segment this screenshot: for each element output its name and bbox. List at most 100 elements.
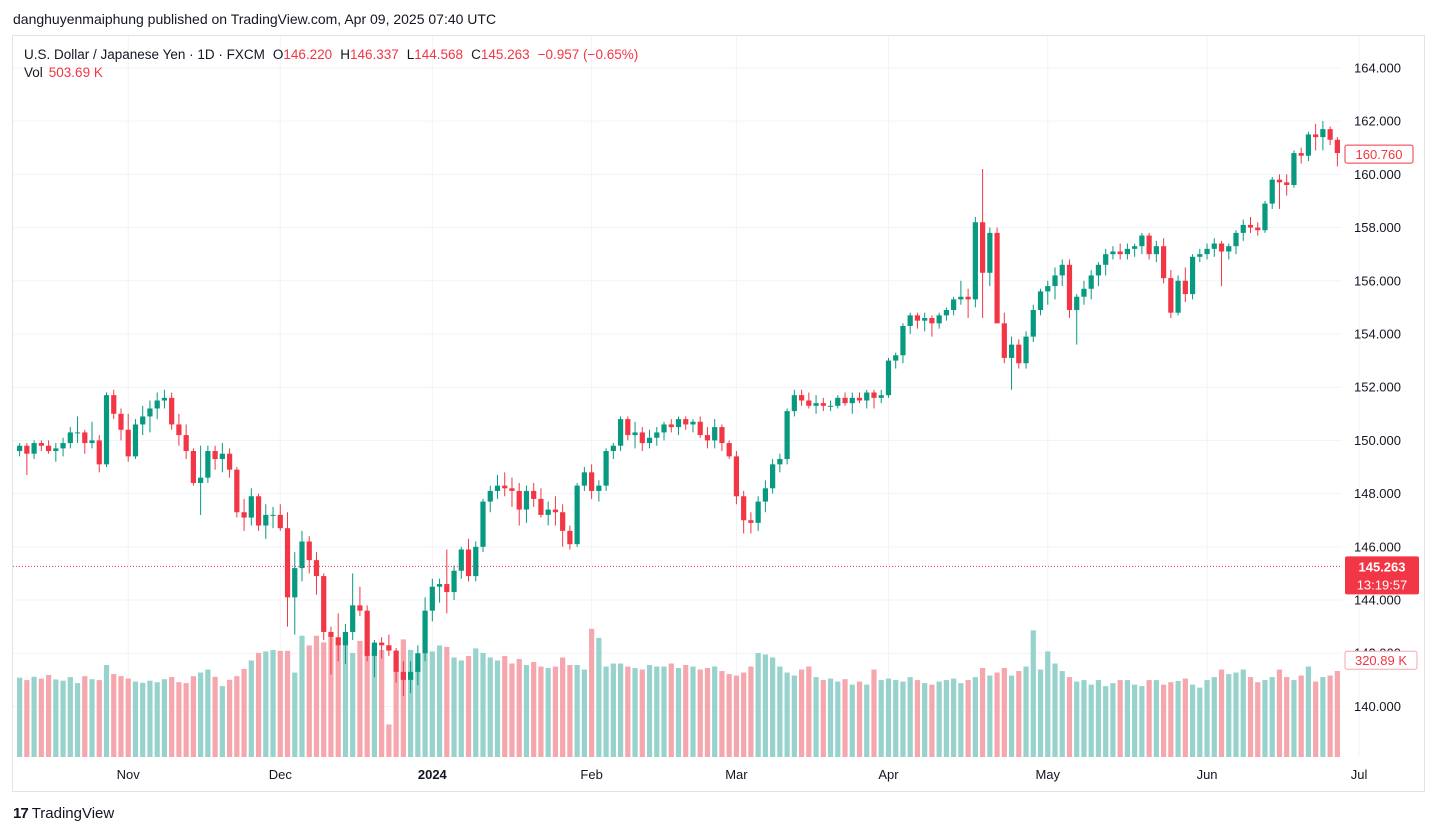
candle-body <box>140 416 146 425</box>
volume-bar <box>451 657 457 757</box>
volume-bar <box>183 683 189 757</box>
volume-value: 503.69 K <box>48 65 103 80</box>
candle-body <box>552 509 559 513</box>
symbol-title[interactable]: U.S. Dollar / Japanese Yen · 1D · FXCM <box>24 47 265 62</box>
candle-body <box>38 443 44 446</box>
chart-frame <box>12 35 1425 792</box>
candle-body <box>241 512 247 518</box>
candle-body <box>350 605 356 632</box>
candle-body <box>885 360 892 396</box>
price-axis: 164.000 162.000 160.000 158.000 156.000 154.0… <box>1354 60 1401 714</box>
volume-bar <box>516 658 522 757</box>
volume-bar <box>1175 680 1181 757</box>
candle-body <box>1052 275 1058 287</box>
volume-marker <box>1344 650 1418 670</box>
volume-bar <box>176 682 182 757</box>
price-tick-label: 154.000 <box>1354 326 1401 341</box>
volume-bar <box>704 668 711 757</box>
candle-body <box>212 451 218 460</box>
candle-body <box>1059 264 1065 276</box>
volume-bar <box>335 642 341 757</box>
last-price-marker <box>1345 556 1419 595</box>
tradingview-brand[interactable]: 17 TradingView <box>13 805 114 822</box>
volume-bar <box>914 680 921 757</box>
volume-bar <box>1023 666 1029 757</box>
candle-body <box>125 429 131 457</box>
volume-bar <box>1037 669 1044 757</box>
volume-bar <box>661 666 667 757</box>
candle-body <box>74 432 81 434</box>
candle-body <box>415 653 421 672</box>
candle-body <box>987 232 993 273</box>
volume-bar <box>1161 684 1167 757</box>
volume-bar <box>169 677 175 757</box>
candle-body <box>567 530 573 545</box>
candle-body <box>589 472 595 491</box>
volume-bar <box>1045 651 1051 757</box>
volume-bar <box>111 674 117 757</box>
price-tick-label: 144.000 <box>1354 593 1401 608</box>
volume-bar <box>813 677 819 757</box>
candle-body <box>198 477 204 483</box>
candle-body <box>842 397 848 404</box>
volume-bar <box>654 666 660 757</box>
candle-body <box>726 443 732 457</box>
volume-bar <box>226 679 233 757</box>
publisher-line: danghuyenmaiphung published on TradingVi… <box>13 11 497 27</box>
candle-body <box>806 400 812 406</box>
candle-body <box>1023 336 1029 364</box>
candle-body <box>407 671 414 680</box>
volume-bar <box>248 660 254 757</box>
candle-body <box>1110 251 1116 255</box>
volume-bar <box>494 660 501 757</box>
volume-bar <box>132 681 139 757</box>
candle-body <box>1189 256 1196 295</box>
candles <box>17 121 1340 696</box>
time-axis: Nov Dec 2024 Feb Mar Apr May Jun Jul <box>117 767 1368 782</box>
candle-body <box>96 440 102 465</box>
candle-body <box>1045 286 1051 292</box>
volume-bar <box>1081 680 1087 757</box>
candle-body <box>958 296 964 300</box>
volume-bar <box>733 675 740 757</box>
volume-bar <box>89 679 95 757</box>
volume-marker-label: 320.89 K <box>1355 653 1407 668</box>
volume-bar <box>407 649 414 757</box>
volume-label[interactable]: Vol <box>24 65 43 80</box>
candle-body <box>364 610 370 656</box>
candle-body <box>1175 280 1181 313</box>
volume-bar <box>762 654 768 757</box>
brand-name: TradingView <box>31 805 115 822</box>
candle-body <box>849 397 855 404</box>
candle-body <box>1211 243 1217 249</box>
volume-bar <box>806 666 812 757</box>
volume-bar <box>589 628 595 757</box>
volume-bar <box>1132 684 1138 757</box>
time-tick-label: Apr <box>878 767 899 782</box>
chart-grid <box>13 36 1360 757</box>
candle-body <box>422 610 428 654</box>
volume-bar <box>668 663 674 757</box>
candle-body <box>675 419 682 428</box>
candle-body <box>1139 235 1145 247</box>
volume-bar <box>292 672 298 757</box>
volume-bar <box>284 650 291 757</box>
volume-bar <box>45 674 52 757</box>
volume-bar <box>922 683 928 757</box>
volume-bar <box>770 657 776 757</box>
volume-bar <box>205 669 211 757</box>
volume-bar <box>675 668 682 757</box>
volume-bars <box>17 628 1340 757</box>
candle-body <box>777 459 783 465</box>
price-tick-label: 150.000 <box>1354 433 1401 448</box>
candle-body <box>856 397 863 401</box>
volume-bar <box>979 668 986 757</box>
volume-bar <box>350 652 356 757</box>
volume-bar <box>1088 684 1094 757</box>
candle-body <box>31 443 37 454</box>
candle-body <box>646 437 653 444</box>
candle-body <box>248 496 254 518</box>
time-tick-label: Dec <box>269 767 293 782</box>
time-tick-label: 2024 <box>418 767 448 782</box>
